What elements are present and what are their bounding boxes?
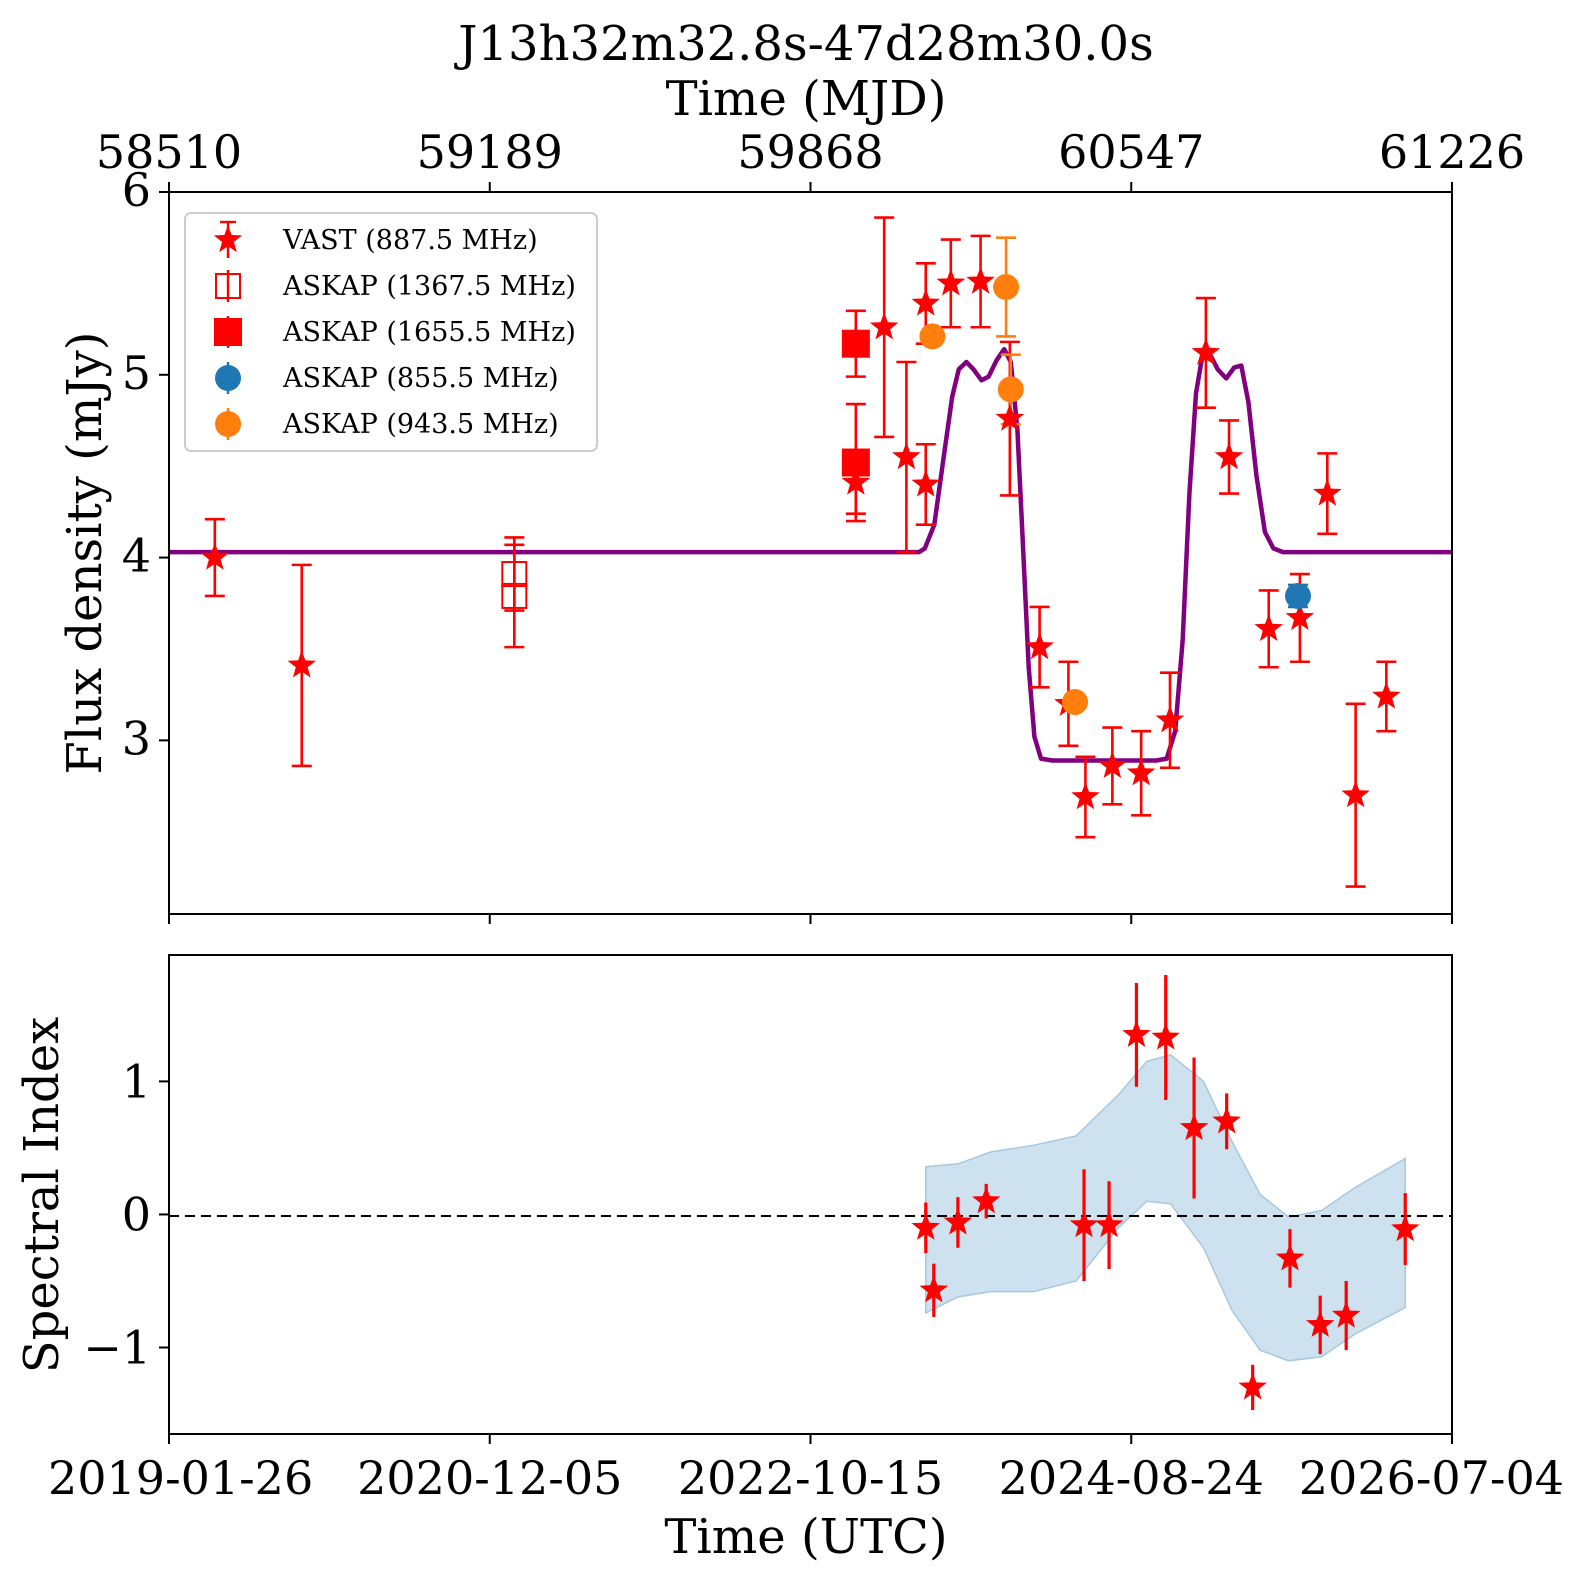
y-tick-label: −1 [83,1321,151,1375]
spectral-index-point [919,1275,949,1303]
data-point-open-square [501,582,528,609]
data-point-circle [993,274,1020,301]
data-point-star [1025,632,1054,660]
lower-y-axis-label: Spectral Index [14,1017,70,1373]
top-axis-label: Time (MJD) [666,71,947,127]
y-tick-label: 5 [122,346,151,400]
model-curve [169,346,1452,763]
top-x-tick-label: 58510 [96,125,242,179]
filled-square-icon [214,318,242,346]
circle-icon [215,411,241,437]
data-point-star [1285,602,1315,630]
legend: VAST (887.5 MHz) ASKAP (1367.5 MHz) ASKAP … [184,212,598,452]
data-point-star [1313,478,1342,506]
flux-density-panel: 3 4 5 6 58510 59189 59868 60547 61226 Flux dens… [57,125,1525,924]
data-point-star [1155,705,1185,733]
data-point-star [287,650,316,678]
data-point-star [841,467,871,495]
data-point-star [200,542,230,570]
spectral-index-panel: −1 0 1 2019-01-26 2020-12-05 2022-10-15 2024-… [14,954,1564,1565]
bottom-x-tick-label: 2022-10-15 [678,1451,943,1505]
data-point-star [892,442,921,470]
data-point-star [911,288,940,316]
y-tick-label: 0 [122,1187,151,1241]
spectral-index-point [1275,1243,1305,1271]
data-point-circle [1062,688,1089,715]
spectral-index-point [1391,1214,1420,1242]
legend-label: ASKAP (1367.5 MHz) [282,271,576,302]
spectral-index-point [1094,1210,1124,1238]
spectral-index-point [1151,1022,1180,1050]
spectral-index-point [1331,1300,1361,1328]
data-point-circle [919,323,946,350]
spectral-index-point [1179,1113,1209,1141]
data-point-filled-square [841,448,870,477]
data-point-star [995,403,1025,431]
legend-frame [184,212,598,452]
bottom-x-tick-label: 2019-01-26 [48,1451,313,1505]
data-point-star [869,312,899,340]
data-point-star [1191,337,1221,365]
legend-label: ASKAP (943.5 MHz) [282,409,559,440]
upper-y-axis-label: Flux density (mJy) [57,332,113,775]
data-point-star [1098,750,1127,779]
confidence-band [925,1053,1406,1362]
spectral-index-point [1238,1372,1267,1400]
bottom-x-tick-label: 2026-07-04 [1299,1451,1564,1505]
data-point-star [1341,780,1370,808]
spectral-index-point [911,1212,940,1240]
data-point-star [1254,613,1283,641]
bottom-x-tick-label: 2020-12-05 [357,1451,622,1505]
data-point-star [966,266,995,294]
bottom-x-tick-label: 2024-08-24 [999,1451,1264,1505]
data-point-star [1372,681,1401,709]
figure-title: J13h32m32.8s-47d28m30.0s [453,16,1153,72]
legend-label: ASKAP (1655.5 MHz) [282,317,576,348]
data-point-star [911,469,940,497]
spectral-index-point [1122,1019,1151,1047]
data-point-star [936,268,966,296]
data-point-open-square [501,561,528,588]
data-point-filled-square [841,329,870,358]
legend-label: ASKAP (855.5 MHz) [282,363,559,394]
data-point-circle [997,376,1024,403]
legend-label: VAST (887.5 MHz) [282,225,538,256]
spectral-index-point [1212,1106,1241,1134]
star-icon [213,225,243,253]
top-x-tick-label: 59189 [417,125,563,179]
circle-icon [215,365,241,391]
y-tick-label: 1 [122,1054,151,1108]
spectral-index-point [972,1186,1001,1214]
y-tick-label: 4 [122,529,151,583]
open-square-icon [215,273,241,299]
spectral-index-point [943,1207,973,1235]
top-x-tick-label: 59868 [737,125,883,179]
spectral-index-point [1305,1309,1335,1337]
data-point-circle [1285,582,1312,609]
top-x-tick-label: 60547 [1058,125,1204,179]
data-point-star [1214,442,1244,470]
data-point-star [1126,758,1156,786]
y-tick-label: 3 [122,711,151,765]
top-x-tick-label: 61226 [1379,125,1525,179]
spectral-index-point [1069,1210,1099,1238]
data-point-star [1071,782,1100,810]
y-tick-label: 6 [122,163,151,217]
bottom-axis-label: Time (UTC) [664,1509,947,1565]
